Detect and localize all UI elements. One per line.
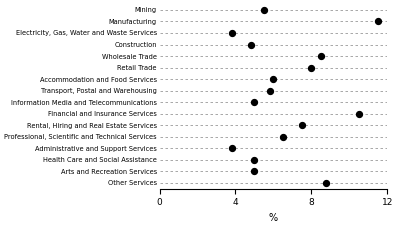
Point: [251, 100, 258, 104]
Point: [279, 135, 286, 138]
Point: [270, 77, 277, 81]
Point: [374, 20, 381, 23]
Point: [323, 181, 330, 185]
Point: [266, 89, 273, 92]
Point: [356, 112, 362, 116]
Point: [247, 43, 254, 46]
Point: [318, 54, 324, 58]
Point: [299, 123, 305, 127]
X-axis label: %: %: [269, 213, 278, 223]
Point: [228, 31, 235, 35]
Point: [251, 158, 258, 162]
Point: [308, 66, 314, 69]
Point: [251, 169, 258, 173]
Point: [228, 146, 235, 150]
Point: [261, 8, 267, 12]
